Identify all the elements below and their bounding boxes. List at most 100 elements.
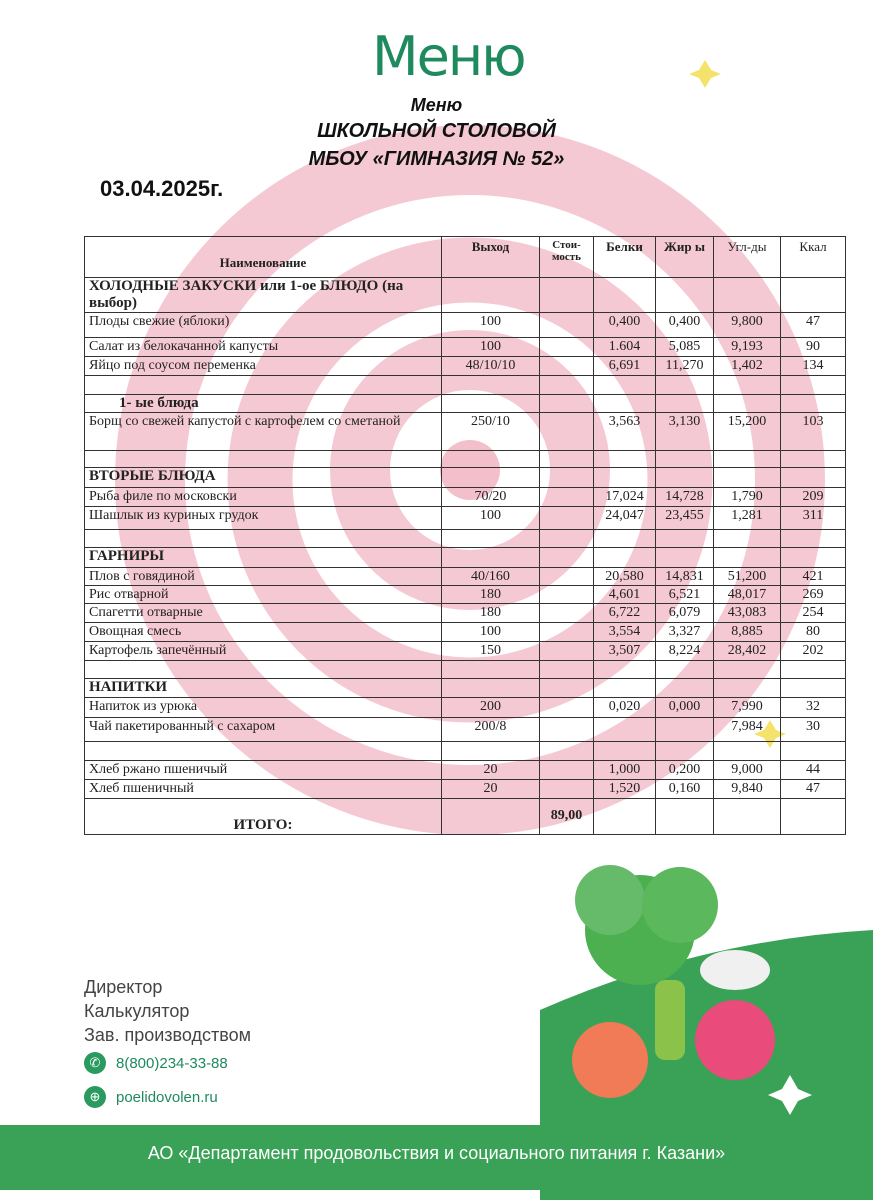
protein: 3,554 [593, 622, 656, 642]
col-cost: Стои-мость [539, 236, 594, 278]
fat: 6,079 [655, 603, 714, 623]
carbs: 1,790 [713, 487, 781, 507]
role-director: Директор [84, 977, 163, 997]
fat [655, 717, 714, 742]
col-carbs: Угл-ды [713, 236, 781, 278]
cost [539, 312, 594, 338]
empty-row [84, 450, 846, 468]
fat [655, 678, 714, 698]
protein [593, 741, 656, 761]
kcal [780, 450, 846, 468]
dish-name: Борщ со свежей капустой с картофелем со … [84, 412, 442, 451]
carbs: 9,800 [713, 312, 781, 338]
empty-cell [593, 798, 656, 835]
output: 70/20 [441, 487, 540, 507]
output: 100 [441, 622, 540, 642]
footer-band [0, 1125, 873, 1190]
total-row: ИТОГО: 89,00 [84, 798, 846, 835]
output [441, 277, 540, 313]
output [441, 678, 540, 698]
kcal: 209 [780, 487, 846, 507]
dish-name: Шашлык из куриных грудок [84, 506, 442, 530]
carbs [713, 529, 781, 548]
dish-name: Хлеб ржано пшеничый [84, 760, 442, 780]
table-row: Напиток из урюка 200 0,020 0,000 7,990 32 [84, 697, 846, 718]
cost [539, 337, 594, 357]
dish-name: Рыба филе по московски [84, 487, 442, 507]
kcal [780, 467, 846, 488]
kcal [780, 529, 846, 548]
dish-name: Спагетти отварные [84, 603, 442, 623]
protein: 6,691 [593, 356, 656, 376]
protein: 3,507 [593, 641, 656, 661]
output [441, 529, 540, 548]
carbs: 9,000 [713, 760, 781, 780]
empty-cell [780, 798, 846, 835]
fat [655, 547, 714, 568]
table-row: Яйцо под соусом переменка 48/10/10 6,691 11… [84, 356, 846, 376]
protein: 20,580 [593, 567, 656, 586]
kcal: 254 [780, 603, 846, 623]
kcal: 269 [780, 585, 846, 604]
empty-cell [655, 798, 714, 835]
kcal: 47 [780, 779, 846, 799]
protein [593, 717, 656, 742]
dish-name [84, 529, 442, 548]
carbs: 43,083 [713, 603, 781, 623]
menu-logo: Меню [372, 25, 527, 88]
carbs: 7,984 [713, 717, 781, 742]
phone-number: 8(800)234-33-88 [116, 1054, 228, 1072]
fat [655, 394, 714, 413]
protein [593, 394, 656, 413]
carbs: 7,990 [713, 697, 781, 718]
output: 100 [441, 506, 540, 530]
fat: 3,130 [655, 412, 714, 451]
carbs: 15,200 [713, 412, 781, 451]
menu-date: 03.04.2025г. [100, 176, 224, 201]
protein [593, 450, 656, 468]
dish-name [84, 450, 442, 468]
carbs: 8,885 [713, 622, 781, 642]
organization-name: АО «Департамент продовольствия и социаль… [147, 1143, 726, 1163]
carbs: 1,281 [713, 506, 781, 530]
menu-table: Наименование Выход Стои-мость Белки Жир … [84, 236, 846, 835]
kcal: 311 [780, 506, 846, 530]
section-row: 1- ые блюда [84, 394, 846, 413]
cost [539, 603, 594, 623]
phone-contact: ✆ 8(800)234-33-88 [84, 1052, 228, 1074]
output: 180 [441, 603, 540, 623]
fat [655, 375, 714, 395]
kcal: 421 [780, 567, 846, 586]
carbs: 1,402 [713, 356, 781, 376]
fat: 14,728 [655, 487, 714, 507]
table-row: Овощная смесь 100 3,554 3,327 8,885 80 [84, 622, 846, 642]
dish-name [84, 375, 442, 395]
website-link[interactable]: poelidovolen.ru [116, 1088, 218, 1106]
table-row: Рис отварной 180 4,601 6,521 48,017 269 [84, 585, 846, 604]
protein: 1.604 [593, 337, 656, 357]
menu-subtitle: Меню [410, 95, 463, 115]
fat: 3,327 [655, 622, 714, 642]
fat [655, 741, 714, 761]
fat: 14,831 [655, 567, 714, 586]
protein [593, 277, 656, 313]
table-row: Картофель запечённый 150 3,507 8,224 28,402 2… [84, 641, 846, 661]
cost [539, 622, 594, 642]
kcal: 47 [780, 312, 846, 338]
fat: 0,400 [655, 312, 714, 338]
output: 150 [441, 641, 540, 661]
fat [655, 277, 714, 313]
output: 200 [441, 697, 540, 718]
cost [539, 450, 594, 468]
fat [655, 450, 714, 468]
output [441, 467, 540, 488]
kcal [780, 277, 846, 313]
cost [539, 277, 594, 313]
kcal [780, 394, 846, 413]
carbs [713, 450, 781, 468]
kcal: 80 [780, 622, 846, 642]
carbs [713, 660, 781, 679]
total-cost: 89,00 [539, 798, 594, 835]
output: 40/160 [441, 567, 540, 586]
protein: 6,722 [593, 603, 656, 623]
